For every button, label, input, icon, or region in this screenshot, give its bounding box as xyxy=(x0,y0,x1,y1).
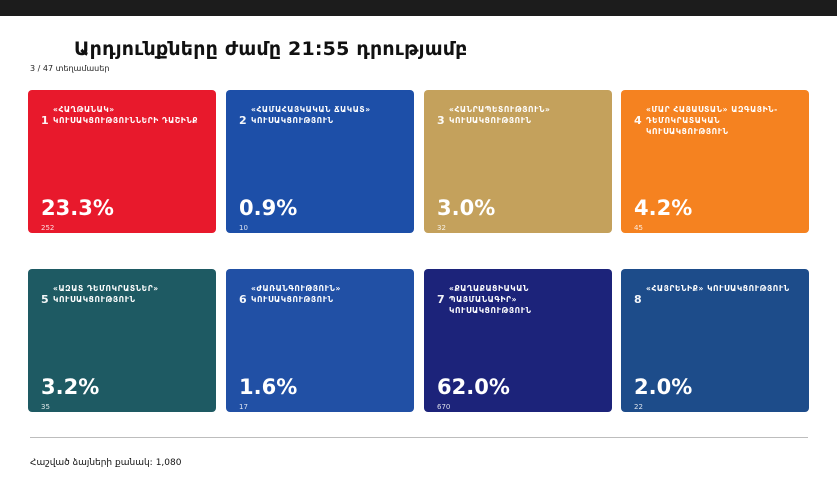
precincts-counter: 3 / 47 տեղամասեր xyxy=(30,64,110,73)
party-name: «ՀԱՅՐԵՆԻՔ» ԿՈՒՍԱԿՑՈՒԹՅՈՒՆ xyxy=(646,284,790,293)
party-votes: 45 xyxy=(634,224,643,232)
party-name: «ՀԱՂԹԱՆԱԿ» ԿՈՒՍԱԿՑՈՒԹՅՈՒՆՆԵՐԻ ԴԱՇԻՆՔ xyxy=(53,105,199,125)
party-number: 6 xyxy=(239,293,247,306)
party-votes: 35 xyxy=(41,403,50,411)
counted-votes-value: 1,080 xyxy=(155,458,182,468)
party-number: 1 xyxy=(41,114,49,127)
party-percent: 0.9% xyxy=(239,196,298,220)
party-votes: 32 xyxy=(437,224,446,232)
party-number: 4 xyxy=(634,114,642,127)
party-card-6: 6 «ԺԱՌԱՆԳՈՒԹՅՈՒՆ» ԿՈՒՍԱԿՑՈՒԹՅՈՒՆ 1.6% 17 xyxy=(226,269,414,412)
party-number: 3 xyxy=(437,114,445,127)
party-percent: 62.0% xyxy=(437,375,510,399)
counted-votes: Հաշված ձայների քանակ: 1,080 xyxy=(30,458,181,468)
party-votes: 670 xyxy=(437,403,451,411)
top-bar xyxy=(0,0,837,16)
party-percent: 3.2% xyxy=(41,375,100,399)
page-title: Արդյունքները ժամը 21:55 դրությամբ xyxy=(74,38,468,60)
party-name: «ՀԱՆՐԱՊԵՏՈՒԹՅՈՒՆ» ԿՈՒՍԱԿՑՈՒԹՅՈՒՆ xyxy=(449,105,551,125)
party-votes: 252 xyxy=(41,224,55,232)
party-card-3: 3 «ՀԱՆՐԱՊԵՏՈՒԹՅՈՒՆ» ԿՈՒՍԱԿՑՈՒԹՅՈՒՆ 3.0% … xyxy=(424,90,612,233)
party-percent: 1.6% xyxy=(239,375,298,399)
party-card-2: 2 «ՀԱՄԱՀԱՅԿԱԿԱՆ ՃԱԿԱՏ» ԿՈՒՍԱԿՑՈՒԹՅՈՒՆ 0.… xyxy=(226,90,414,233)
party-number: 2 xyxy=(239,114,247,127)
party-percent: 4.2% xyxy=(634,196,693,220)
party-votes: 22 xyxy=(634,403,643,411)
party-card-7: 7 «ՔԱՂԱՔԱՑԻԱԿԱՆ ՊԱՅՄԱՆԱԳԻՐ» ԿՈՒՍԱԿՑՈՒԹՅՈ… xyxy=(424,269,612,412)
party-name: «ՀԱՄԱՀԱՅԿԱԿԱՆ ՃԱԿԱՏ» ԿՈՒՍԱԿՑՈՒԹՅՈՒՆ xyxy=(251,105,371,125)
party-number: 5 xyxy=(41,293,49,306)
party-percent: 2.0% xyxy=(634,375,693,399)
party-card-5: 5 «ԱԶԱՏ ԴԵՄՈԿՐԱՏՆԵՐ» ԿՈՒՍԱԿՑՈՒԹՅՈՒՆ 3.2%… xyxy=(28,269,216,412)
party-card-4: 4 «ՄԱՐ ՀԱՅԱՍՏԱՆ» ԱԶԳԱՅԻՆ-ԴԵՄՈԿՐԱՏԱԿԱՆ ԿՈ… xyxy=(621,90,809,233)
footer-divider xyxy=(30,437,808,438)
party-name: «ԱԶԱՏ ԴԵՄՈԿՐԱՏՆԵՐ» ԿՈՒՍԱԿՑՈՒԹՅՈՒՆ xyxy=(53,284,159,304)
party-card-1: 1 «ՀԱՂԹԱՆԱԿ» ԿՈՒՍԱԿՑՈՒԹՅՈՒՆՆԵՐԻ ԴԱՇԻՆՔ 2… xyxy=(28,90,216,233)
party-name: «ՔԱՂԱՔԱՑԻԱԿԱՆ ՊԱՅՄԱՆԱԳԻՐ» ԿՈՒՍԱԿՑՈՒԹՅՈՒՆ xyxy=(449,284,532,315)
party-number: 8 xyxy=(634,293,642,306)
party-name: «ՄԱՐ ՀԱՅԱՍՏԱՆ» ԱԶԳԱՅԻՆ-ԴԵՄՈԿՐԱՏԱԿԱՆ ԿՈՒՍ… xyxy=(646,105,778,136)
party-number: 7 xyxy=(437,293,445,306)
party-votes: 10 xyxy=(239,224,248,232)
party-votes: 17 xyxy=(239,403,248,411)
party-card-8: 8 «ՀԱՅՐԵՆԻՔ» ԿՈՒՍԱԿՑՈՒԹՅՈՒՆ 2.0% 22 xyxy=(621,269,809,412)
party-percent: 23.3% xyxy=(41,196,114,220)
party-percent: 3.0% xyxy=(437,196,496,220)
counted-votes-label: Հաշված ձայների քանակ: xyxy=(30,458,153,468)
party-name: «ԺԱՌԱՆԳՈՒԹՅՈՒՆ» ԿՈՒՍԱԿՑՈՒԹՅՈՒՆ xyxy=(251,284,341,304)
